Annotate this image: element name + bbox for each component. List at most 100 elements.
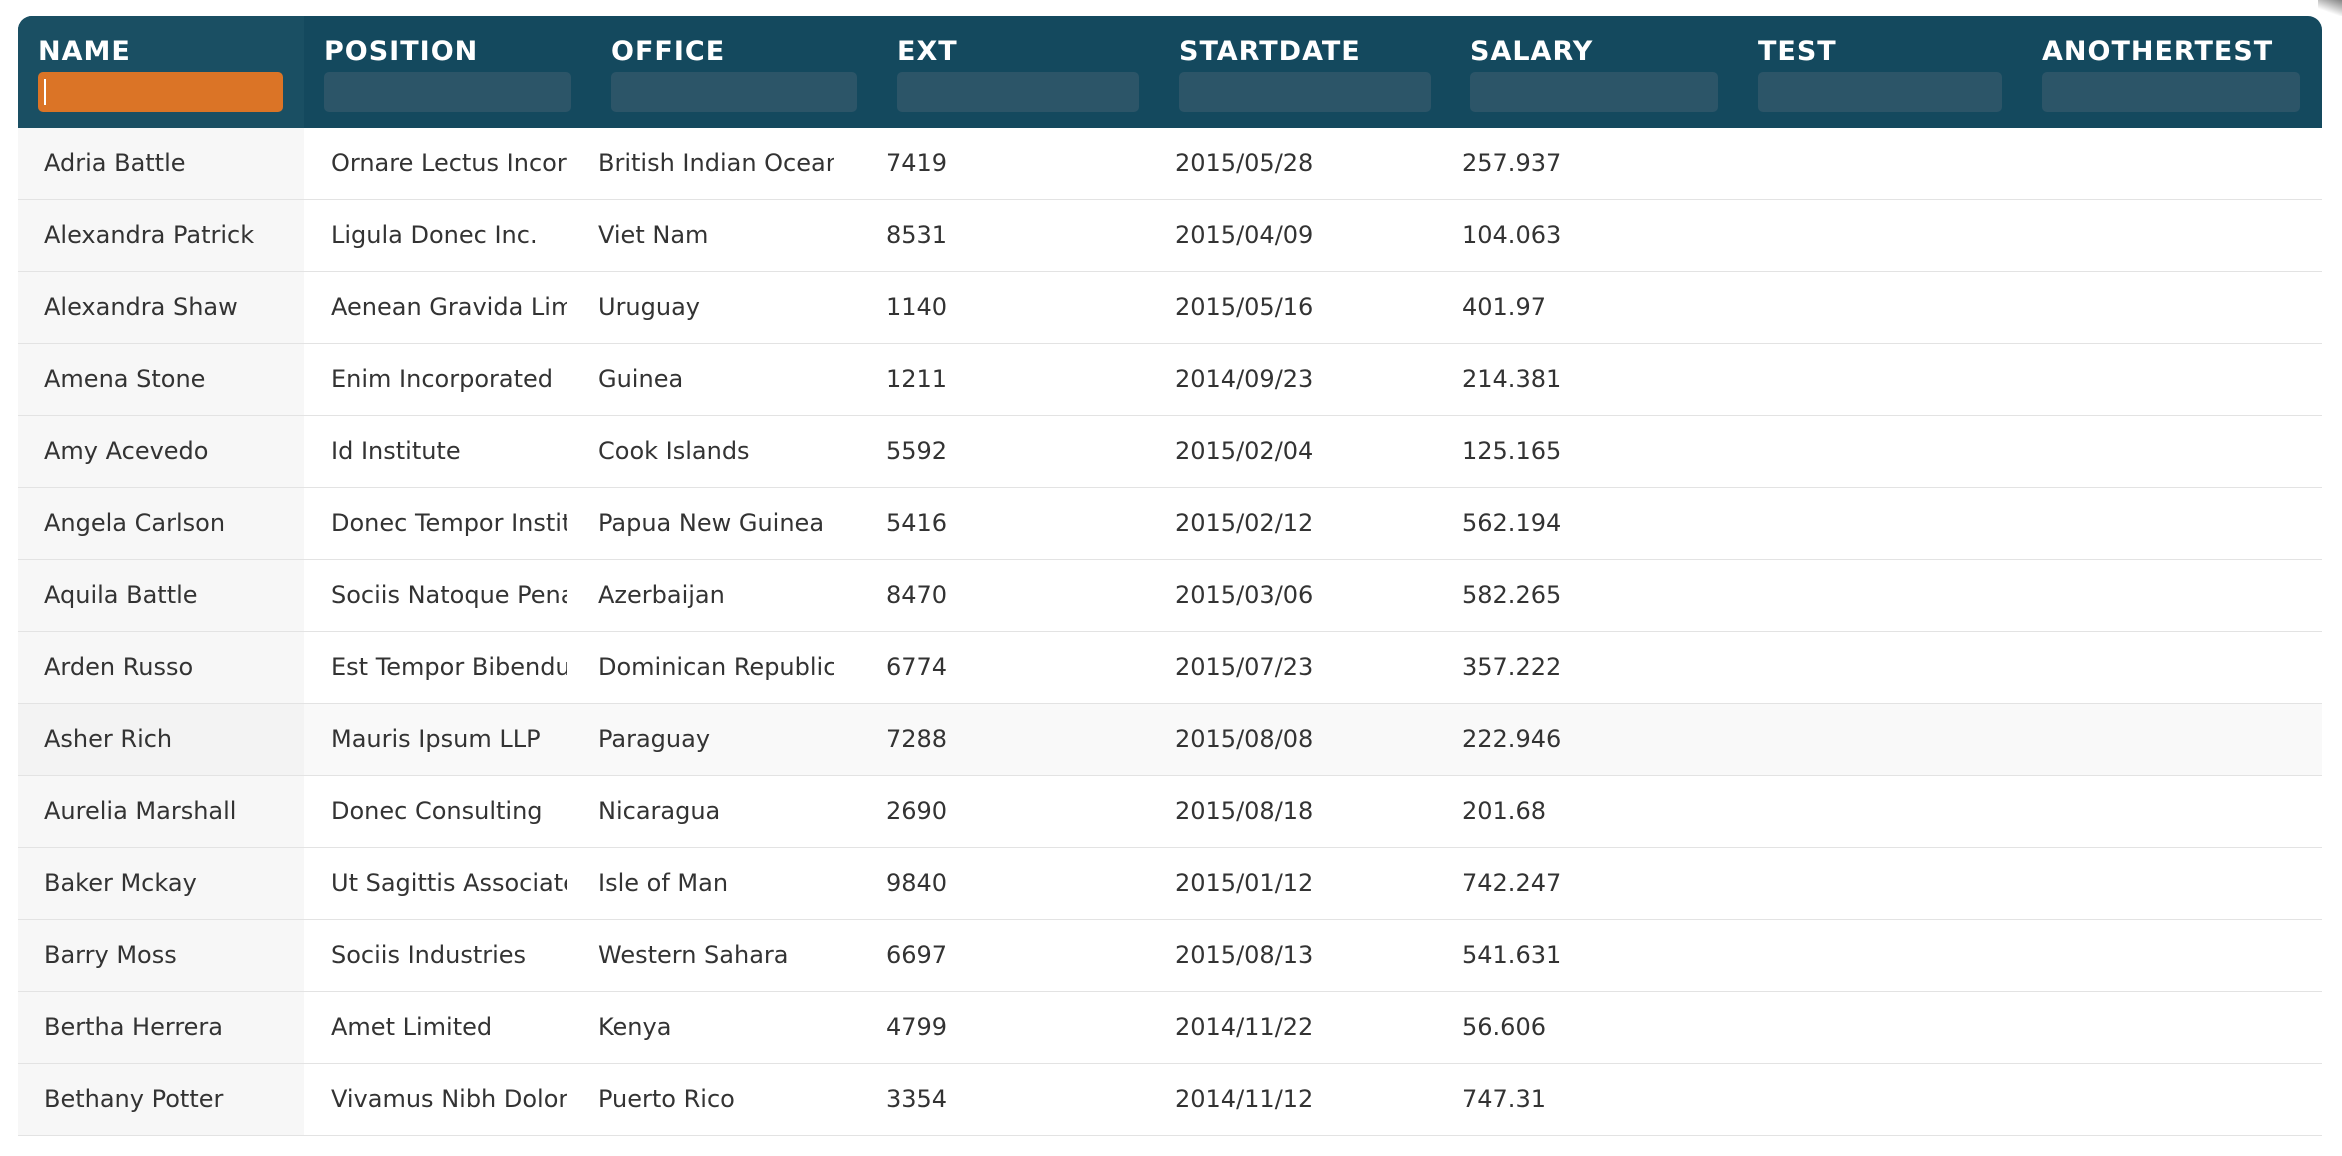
cell-ext[interactable]: 3354 xyxy=(877,1064,1159,1135)
column-header-anothertest[interactable]: ANOTHERTEST xyxy=(2022,16,2322,128)
cell-startdate[interactable]: 2015/01/12 xyxy=(1159,848,1450,919)
cell-ext[interactable]: 8531 xyxy=(877,200,1159,271)
cell-office[interactable]: Guinea xyxy=(591,344,877,415)
cell-test[interactable] xyxy=(1738,1064,2022,1135)
cell-startdate[interactable]: 2014/11/22 xyxy=(1159,992,1450,1063)
cell-ext[interactable]: 8470 xyxy=(877,560,1159,631)
cell-salary[interactable]: 582.265 xyxy=(1450,560,1738,631)
cell-anothertest[interactable] xyxy=(2022,488,2322,559)
cell-ext[interactable]: 9840 xyxy=(877,848,1159,919)
column-header-position[interactable]: POSITION xyxy=(304,16,591,128)
cell-anothertest[interactable] xyxy=(2022,704,2322,775)
cell-office[interactable]: Viet Nam xyxy=(591,200,877,271)
cell-salary[interactable]: 401.97 xyxy=(1450,272,1738,343)
cell-name[interactable]: Amena Stone xyxy=(18,344,304,415)
table-row[interactable]: Adria Battle Ornare Lectus Incorporated Br… xyxy=(18,128,2322,200)
cell-test[interactable] xyxy=(1738,200,2022,271)
cell-office[interactable]: Puerto Rico xyxy=(591,1064,877,1135)
cell-office[interactable]: Kenya xyxy=(591,992,877,1063)
cell-ext[interactable]: 7419 xyxy=(877,128,1159,199)
cell-office[interactable]: Papua New Guinea xyxy=(591,488,877,559)
cell-name[interactable]: Angela Carlson xyxy=(18,488,304,559)
table-row[interactable]: Baker Mckay Ut Sagittis Associates Isle of… xyxy=(18,848,2322,920)
cell-name[interactable]: Aurelia Marshall xyxy=(18,776,304,847)
filter-input-test[interactable] xyxy=(1758,72,2002,112)
cell-office[interactable]: Western Sahara xyxy=(591,920,877,991)
cell-ext[interactable]: 5592 xyxy=(877,416,1159,487)
cell-anothertest[interactable] xyxy=(2022,632,2322,703)
cell-anothertest[interactable] xyxy=(2022,344,2322,415)
cell-anothertest[interactable] xyxy=(2022,1064,2322,1135)
cell-name[interactable]: Barry Moss xyxy=(18,920,304,991)
cell-test[interactable] xyxy=(1738,992,2022,1063)
cell-position[interactable]: Enim Incorporated xyxy=(304,344,591,415)
table-row[interactable]: Arden Russo Est Tempor Bibendum Dominican … xyxy=(18,632,2322,704)
cell-test[interactable] xyxy=(1738,416,2022,487)
cell-salary[interactable]: 747.31 xyxy=(1450,1064,1738,1135)
cell-anothertest[interactable] xyxy=(2022,128,2322,199)
cell-test[interactable] xyxy=(1738,704,2022,775)
cell-name[interactable]: Aquila Battle xyxy=(18,560,304,631)
cell-ext[interactable]: 6774 xyxy=(877,632,1159,703)
cell-position[interactable]: Mauris Ipsum LLP xyxy=(304,704,591,775)
cell-test[interactable] xyxy=(1738,128,2022,199)
cell-salary[interactable]: 201.68 xyxy=(1450,776,1738,847)
filter-input-position[interactable] xyxy=(324,72,571,112)
cell-position[interactable]: Id Institute xyxy=(304,416,591,487)
cell-salary[interactable]: 357.222 xyxy=(1450,632,1738,703)
filter-input-office[interactable] xyxy=(611,72,857,112)
column-header-test[interactable]: TEST xyxy=(1738,16,2022,128)
cell-salary[interactable]: 214.381 xyxy=(1450,344,1738,415)
cell-ext[interactable]: 1140 xyxy=(877,272,1159,343)
cell-position[interactable]: Amet Limited xyxy=(304,992,591,1063)
cell-startdate[interactable]: 2015/07/23 xyxy=(1159,632,1450,703)
cell-position[interactable]: Donec Tempor Institute xyxy=(304,488,591,559)
cell-office[interactable]: Nicaragua xyxy=(591,776,877,847)
cell-test[interactable] xyxy=(1738,344,2022,415)
cell-startdate[interactable]: 2015/05/16 xyxy=(1159,272,1450,343)
cell-position[interactable]: Sociis Industries xyxy=(304,920,591,991)
cell-ext[interactable]: 2690 xyxy=(877,776,1159,847)
table-row[interactable]: Amena Stone Enim Incorporated Guinea 1211 20… xyxy=(18,344,2322,416)
cell-salary[interactable]: 541.631 xyxy=(1450,920,1738,991)
cell-salary[interactable]: 222.946 xyxy=(1450,704,1738,775)
cell-anothertest[interactable] xyxy=(2022,992,2322,1063)
cell-anothertest[interactable] xyxy=(2022,560,2322,631)
cell-test[interactable] xyxy=(1738,776,2022,847)
column-header-office[interactable]: OFFICE xyxy=(591,16,877,128)
table-row[interactable]: Amy Acevedo Id Institute Cook Islands 5592 2… xyxy=(18,416,2322,488)
column-header-name[interactable]: NAME xyxy=(18,16,304,128)
cell-startdate[interactable]: 2015/08/13 xyxy=(1159,920,1450,991)
cell-ext[interactable]: 4799 xyxy=(877,992,1159,1063)
cell-position[interactable]: Est Tempor Bibendum xyxy=(304,632,591,703)
cell-name[interactable]: Asher Rich xyxy=(18,704,304,775)
cell-position[interactable]: Aenean Gravida Limited xyxy=(304,272,591,343)
cell-test[interactable] xyxy=(1738,560,2022,631)
filter-input-anothertest[interactable] xyxy=(2042,72,2300,112)
table-row[interactable]: Bethany Potter Vivamus Nibh Dolor Incorpo… xyxy=(18,1064,2322,1136)
cell-anothertest[interactable] xyxy=(2022,272,2322,343)
cell-ext[interactable]: 7288 xyxy=(877,704,1159,775)
cell-anothertest[interactable] xyxy=(2022,848,2322,919)
cell-test[interactable] xyxy=(1738,488,2022,559)
table-row[interactable]: Asher Rich Mauris Ipsum LLP Paraguay 7288 20… xyxy=(18,704,2322,776)
table-row[interactable]: Angela Carlson Donec Tempor Institute Papu… xyxy=(18,488,2322,560)
filter-input-salary[interactable] xyxy=(1470,72,1718,112)
cell-office[interactable]: Uruguay xyxy=(591,272,877,343)
cell-office[interactable]: British Indian Ocean Territory xyxy=(591,128,877,199)
cell-startdate[interactable]: 2015/05/28 xyxy=(1159,128,1450,199)
column-header-startdate[interactable]: STARTDATE xyxy=(1159,16,1450,128)
cell-startdate[interactable]: 2015/02/04 xyxy=(1159,416,1450,487)
table-row[interactable]: Alexandra Patrick Ligula Donec Inc. Viet N… xyxy=(18,200,2322,272)
cell-position[interactable]: Ornare Lectus Incorporated xyxy=(304,128,591,199)
cell-name[interactable]: Arden Russo xyxy=(18,632,304,703)
cell-position[interactable]: Vivamus Nibh Dolor Incorporated xyxy=(304,1064,591,1135)
cell-test[interactable] xyxy=(1738,632,2022,703)
cell-startdate[interactable]: 2014/11/12 xyxy=(1159,1064,1450,1135)
table-row[interactable]: Bertha Herrera Amet Limited Kenya 4799 2014/… xyxy=(18,992,2322,1064)
cell-anothertest[interactable] xyxy=(2022,920,2322,991)
cell-salary[interactable]: 104.063 xyxy=(1450,200,1738,271)
cell-salary[interactable]: 742.247 xyxy=(1450,848,1738,919)
cell-position[interactable]: Ut Sagittis Associates xyxy=(304,848,591,919)
cell-ext[interactable]: 1211 xyxy=(877,344,1159,415)
